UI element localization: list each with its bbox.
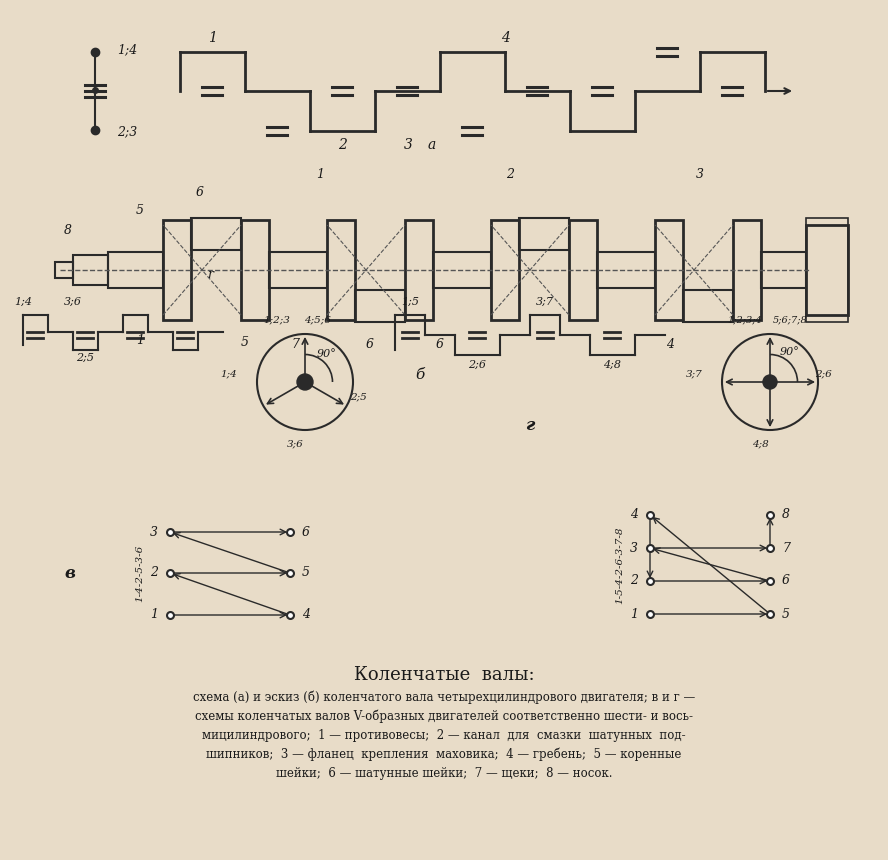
Text: 7: 7	[782, 542, 790, 555]
Bar	[191, 218, 241, 250]
Text: 2;5: 2;5	[350, 392, 367, 402]
Text: 6: 6	[302, 525, 310, 538]
Text: 1: 1	[136, 334, 144, 347]
Text: 5;6;7;8: 5;6;7;8	[773, 316, 807, 324]
Text: 4: 4	[666, 339, 674, 352]
Text: 2;6: 2;6	[468, 360, 486, 370]
Bar	[655, 220, 683, 320]
Bar	[405, 220, 433, 320]
Text: схема (а) и эскиз (б) коленчатого вала четырехцилиндрового двигателя; в и г —: схема (а) и эскиз (б) коленчатого вала ч…	[193, 691, 695, 703]
Text: 4: 4	[630, 508, 638, 521]
Text: 2: 2	[506, 169, 514, 181]
Text: 7: 7	[291, 339, 299, 352]
Text: 1;2;3;4: 1;2;3;4	[727, 316, 763, 324]
Bar	[683, 290, 733, 322]
Bar	[433, 252, 491, 288]
Bar	[569, 220, 597, 320]
Bar	[733, 220, 761, 320]
Text: 1;2;3: 1;2;3	[264, 316, 290, 324]
Text: r: r	[207, 268, 213, 281]
Text: 1-5-4-2-6-3-7-8: 1-5-4-2-6-3-7-8	[615, 526, 624, 604]
Text: 1: 1	[316, 169, 324, 181]
Text: схемы коленчатых валов V-образных двигателей соответственно шести- и вось-: схемы коленчатых валов V-образных двигат…	[195, 710, 693, 722]
Text: 1;4: 1;4	[220, 370, 237, 378]
Text: 3: 3	[696, 169, 704, 181]
Text: 6: 6	[196, 186, 204, 199]
Text: 8: 8	[64, 224, 72, 236]
Text: 2: 2	[150, 567, 158, 580]
Text: шейки;  6 — шатунные шейки;  7 — щеки;  8 — носок.: шейки; 6 — шатунные шейки; 7 — щеки; 8 —…	[276, 766, 612, 779]
Bar	[806, 225, 848, 315]
Text: 3: 3	[150, 525, 158, 538]
Text: 3;6: 3;6	[287, 439, 304, 449]
Bar	[355, 290, 405, 322]
Bar	[55, 262, 73, 278]
Text: 4;5;6: 4;5;6	[304, 316, 330, 324]
Text: 3;7: 3;7	[686, 370, 702, 378]
Text: 90°: 90°	[317, 349, 337, 359]
Text: 4;8: 4;8	[603, 360, 621, 370]
Bar	[519, 218, 569, 250]
Bar	[597, 252, 655, 288]
Text: 4: 4	[501, 31, 510, 45]
Text: 2;6: 2;6	[814, 370, 831, 378]
Text: 2;5: 2;5	[76, 353, 94, 363]
Bar	[163, 220, 191, 320]
Text: в: в	[65, 564, 75, 581]
Text: 1;5: 1;5	[401, 297, 419, 307]
Text: 1: 1	[150, 609, 158, 622]
Text: 5: 5	[782, 607, 790, 621]
Text: 3;6: 3;6	[64, 297, 82, 307]
Text: 5: 5	[302, 567, 310, 580]
Text: 90°: 90°	[780, 347, 800, 357]
Text: 1-4-2-5-3-6: 1-4-2-5-3-6	[136, 544, 145, 602]
Bar	[491, 220, 519, 320]
Text: 8: 8	[782, 508, 790, 521]
Text: 2: 2	[630, 574, 638, 587]
Text: 1: 1	[208, 31, 217, 45]
Text: 5: 5	[136, 204, 144, 217]
Bar	[806, 218, 848, 322]
Text: мицилиндрового;  1 — противовесы;  2 — канал  для  смазки  шатунных  под-: мицилиндрового; 1 — противовесы; 2 — кан…	[202, 728, 686, 741]
Bar	[241, 220, 269, 320]
Text: 1;4: 1;4	[14, 297, 32, 307]
Text: 1;4: 1;4	[117, 44, 138, 57]
Bar	[761, 252, 806, 288]
Text: 6: 6	[366, 339, 374, 352]
Text: 3;7: 3;7	[536, 297, 554, 307]
Text: шипников;  3 — фланец  крепления  маховика;  4 — гребень;  5 — коренные: шипников; 3 — фланец крепления маховика;…	[206, 747, 682, 761]
Text: 4: 4	[302, 609, 310, 622]
Text: 2;3: 2;3	[117, 126, 138, 138]
Bar	[73, 255, 108, 285]
Text: 3: 3	[630, 542, 638, 555]
Circle shape	[763, 375, 777, 389]
Text: 6: 6	[436, 339, 444, 352]
Text: 1: 1	[630, 607, 638, 621]
Bar	[108, 252, 163, 288]
Text: г: г	[526, 416, 535, 433]
Text: 2: 2	[337, 138, 346, 152]
Text: 3: 3	[403, 138, 412, 152]
Text: а: а	[428, 138, 436, 152]
Text: б: б	[416, 368, 424, 382]
Bar	[269, 252, 327, 288]
Circle shape	[297, 374, 313, 390]
Text: 5: 5	[241, 335, 249, 348]
Text: 4;8: 4;8	[751, 439, 768, 449]
Text: 6: 6	[782, 574, 790, 587]
Bar	[327, 220, 355, 320]
Text: Коленчатые  валы:: Коленчатые валы:	[353, 666, 535, 684]
